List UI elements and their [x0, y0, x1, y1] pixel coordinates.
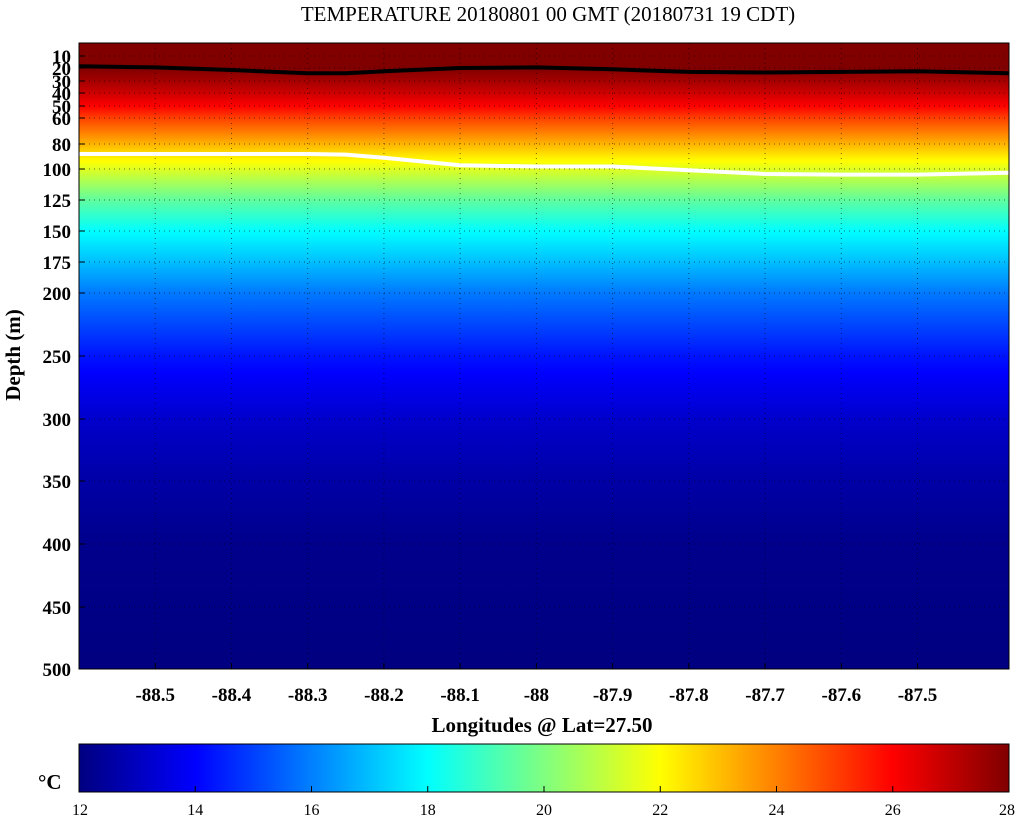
x-tick-label: -88.1 [440, 685, 480, 706]
x-tick-label: -88 [524, 685, 549, 706]
colorbar-tick-label: 26 [885, 802, 901, 819]
y-tick-label: 20 [52, 59, 71, 80]
y-tick-label: 400 [43, 535, 72, 556]
x-tick-label: -88.5 [135, 685, 175, 706]
colorbar-unit-label: °C [38, 770, 62, 794]
y-tick-label: 60 [52, 109, 71, 130]
colorbar [78, 743, 1010, 793]
colorbar-tick-label: 20 [536, 802, 552, 819]
x-tick-label: -87.8 [669, 685, 709, 706]
isotherm-22 [79, 152, 1010, 177]
x-axis-label: Longitudes @ Lat=27.50 [431, 713, 652, 737]
y-tick-label: 350 [43, 472, 72, 493]
colorbar-tick-label: 16 [304, 802, 320, 819]
colorbar-ticks: 12 14 16 18 20 22 24 26 28 [72, 786, 1015, 819]
y-tick-label: 150 [43, 222, 72, 243]
isotherm-28 [78, 64, 1010, 76]
x-tick-label: -87.6 [822, 685, 862, 706]
y-tick-label: 10 [52, 47, 71, 68]
y-tick-label: 300 [43, 410, 72, 431]
y-tick-label: 175 [43, 253, 72, 274]
isotherm-contours [78, 64, 1010, 177]
colorbar-tick-label: 24 [769, 802, 785, 819]
colorbar-tick-label: 14 [187, 802, 203, 819]
chart-title: TEMPERATURE 20180801 00 GMT (20180731 19… [301, 2, 795, 26]
x-tick-label: -88.2 [364, 685, 404, 706]
y-tick-label: 80 [52, 135, 71, 156]
x-axis-ticks: -88.5 -88.4 -88.3 -88.2 -88.1 -88 -87.9 -87.8 -8… [135, 663, 937, 706]
y-tick-label: 500 [43, 660, 72, 681]
x-tick-label: -87.9 [593, 685, 633, 706]
x-tick-label: -87.7 [745, 685, 785, 706]
colorbar-tick-label: 12 [72, 802, 88, 819]
y-tick-label: 30 [52, 72, 71, 93]
y-tick-label: 200 [43, 284, 72, 305]
y-tick-label: 40 [52, 84, 71, 105]
x-tick-label: -88.4 [212, 685, 252, 706]
x-tick-label: -87.5 [898, 685, 938, 706]
y-tick-label: 100 [43, 160, 72, 181]
y-axis-label: Depth (m) [1, 309, 25, 401]
colorbar-tick-label: 28 [999, 802, 1015, 819]
y-tick-label: 250 [43, 347, 72, 368]
x-tick-label: -88.3 [288, 685, 328, 706]
grid-lines [79, 43, 1009, 670]
colorbar-tick-label: 18 [420, 802, 436, 819]
y-tick-label: 450 [43, 598, 72, 619]
y-tick-label: 125 [43, 191, 72, 212]
colorbar-tick-label: 22 [652, 802, 668, 819]
y-tick-label: 50 [52, 97, 71, 118]
